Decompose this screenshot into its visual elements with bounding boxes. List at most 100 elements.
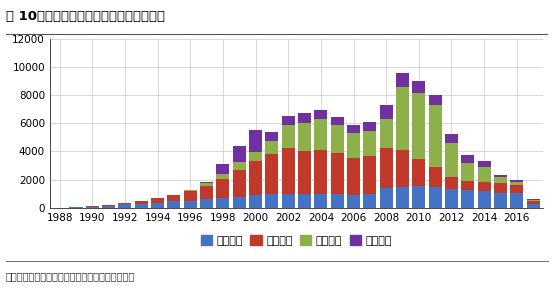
Bar (379, 188, 393, 208)
Bar (119, 204, 131, 208)
Bar (429, 187, 442, 208)
Bar (217, 174, 229, 179)
Bar (281, 125, 295, 148)
Bar (200, 199, 213, 208)
Bar (445, 134, 458, 143)
Bar (363, 157, 376, 195)
Bar (314, 194, 327, 208)
Bar (478, 191, 491, 208)
Bar (510, 182, 524, 185)
Bar (217, 179, 229, 198)
Bar (233, 170, 246, 197)
Bar (445, 143, 458, 177)
Bar (527, 201, 540, 204)
Bar (478, 161, 491, 167)
Bar (461, 190, 474, 208)
Bar (151, 198, 164, 203)
Bar (184, 190, 197, 191)
Bar (527, 204, 540, 208)
Bar (379, 148, 393, 188)
Bar (510, 180, 524, 182)
Bar (331, 153, 343, 194)
Bar (461, 181, 474, 190)
Bar (265, 195, 279, 208)
Bar (314, 119, 327, 150)
Bar (429, 95, 442, 105)
Bar (184, 191, 197, 200)
Bar (494, 177, 507, 184)
Bar (478, 182, 491, 191)
Bar (396, 73, 409, 87)
Bar (167, 201, 181, 208)
Bar (412, 92, 425, 159)
Bar (331, 117, 343, 125)
Text: 图 10、武田制药的创新药对其营收的贡献: 图 10、武田制药的创新药对其营收的贡献 (6, 10, 165, 23)
Bar (461, 155, 474, 163)
Bar (167, 195, 181, 201)
Bar (135, 203, 148, 208)
Bar (217, 198, 229, 208)
Text: 资料来源：彭博，兴业证券经济和金融研究院整理: 资料来源：彭博，兴业证券经济和金融研究院整理 (6, 271, 135, 281)
Bar (233, 162, 246, 170)
Bar (281, 195, 295, 208)
Bar (347, 158, 360, 195)
Bar (494, 184, 507, 193)
Bar (298, 123, 311, 151)
Bar (298, 113, 311, 123)
Bar (281, 148, 295, 195)
Bar (510, 185, 524, 193)
Bar (347, 133, 360, 158)
Bar (233, 197, 246, 208)
Bar (249, 195, 262, 208)
Bar (412, 186, 425, 208)
Bar (200, 182, 213, 183)
Bar (379, 119, 393, 148)
Bar (445, 177, 458, 189)
Bar (249, 161, 262, 195)
Bar (412, 80, 425, 92)
Bar (314, 110, 327, 119)
Bar (314, 150, 327, 194)
Bar (265, 141, 279, 154)
Bar (363, 122, 376, 131)
Bar (151, 203, 164, 208)
Bar (396, 87, 409, 150)
Bar (429, 167, 442, 187)
Bar (527, 200, 540, 201)
Bar (298, 195, 311, 208)
Bar (494, 193, 507, 208)
Bar (102, 205, 115, 206)
Bar (347, 125, 360, 133)
Bar (429, 105, 442, 167)
Bar (363, 195, 376, 208)
Bar (510, 193, 524, 208)
Bar (461, 163, 474, 181)
Bar (396, 187, 409, 208)
Bar (86, 207, 99, 208)
Bar (379, 105, 393, 119)
Bar (200, 183, 213, 186)
Bar (119, 203, 131, 204)
Bar (331, 125, 343, 153)
Bar (298, 151, 311, 195)
Legend: 亮丙瑞林, 兰索拉唑, 坎地沙坦, 吡格列酮: 亮丙瑞林, 兰索拉唑, 坎地沙坦, 吡格列酮 (201, 235, 392, 246)
Bar (494, 175, 507, 177)
Bar (249, 130, 262, 152)
Bar (445, 189, 458, 208)
Bar (102, 206, 115, 208)
Bar (478, 167, 491, 182)
Bar (396, 150, 409, 187)
Bar (281, 116, 295, 125)
Bar (412, 159, 425, 186)
Bar (249, 152, 262, 161)
Bar (347, 195, 360, 208)
Bar (331, 194, 343, 208)
Bar (200, 186, 213, 199)
Bar (233, 146, 246, 162)
Bar (265, 154, 279, 195)
Bar (135, 201, 148, 203)
Bar (527, 199, 540, 200)
Bar (265, 132, 279, 141)
Bar (184, 200, 197, 208)
Bar (217, 164, 229, 174)
